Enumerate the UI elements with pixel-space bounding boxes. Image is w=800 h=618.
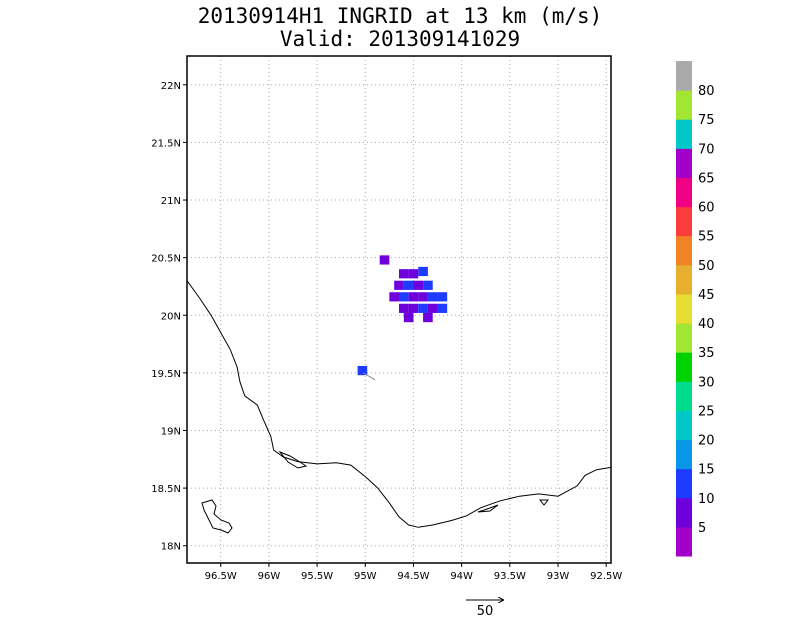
wind-cell — [437, 292, 448, 302]
map-title: 20130914H1 INGRID at 13 km (m/s) — [197, 4, 603, 28]
wind-cell — [379, 255, 390, 265]
colorbar-label: 20 — [698, 434, 715, 449]
colorbar-label: 45 — [698, 288, 715, 303]
wind-cell — [408, 292, 419, 302]
colorbar-label: 40 — [698, 317, 715, 332]
plot-frame — [186, 55, 612, 564]
wind-cell — [394, 280, 404, 290]
wind-speed-cells — [357, 255, 448, 381]
wind-cell — [408, 269, 419, 279]
wind-cell — [418, 266, 428, 277]
latitude-labels: 22N 21.5N 21N 20.5N 20N 19.5N 19N 18.5N 18N — [151, 81, 187, 553]
reference-vector-label: 50 — [477, 604, 494, 618]
colorbar-segment — [676, 497, 692, 528]
lat-label: 20.5N — [151, 254, 181, 265]
wind-cell — [418, 303, 428, 313]
longitude-labels: 96.5W 96W 95.5W 95W 94.5W 94W 93.5W 93W 92.5W — [205, 563, 622, 582]
wind-cell — [418, 292, 428, 302]
colorbar-label: 70 — [698, 142, 715, 157]
lat-label: 20N — [161, 311, 181, 322]
colorbar: 5 10 15 20 25 30 35 40 45 50 55 60 65 70 75 80 — [676, 61, 715, 557]
lon-label: 95W — [354, 571, 377, 582]
map-valid-time: Valid: 201309141029 — [279, 27, 521, 51]
wind-cell — [403, 312, 414, 323]
colorbar-label: 55 — [698, 230, 715, 245]
wind-cell — [408, 303, 419, 313]
colorbar-label: 15 — [698, 463, 715, 478]
wind-cell — [423, 280, 433, 290]
wind-cell — [437, 303, 448, 313]
lon-label: 93W — [547, 571, 570, 582]
colorbar-segment — [676, 235, 692, 266]
wind-cell — [399, 292, 409, 302]
lat-label: 21N — [161, 196, 181, 207]
lon-label: 93.5W — [494, 571, 526, 582]
wind-cell — [423, 312, 433, 323]
colorbar-label: 35 — [698, 346, 715, 361]
colorbar-segment — [676, 148, 692, 178]
wind-cell — [427, 303, 438, 313]
colorbar-label: 25 — [698, 404, 715, 419]
wind-cell — [413, 280, 424, 290]
colorbar-segment — [676, 381, 692, 411]
colorbar-label: 30 — [698, 375, 715, 390]
colorbar-segment — [676, 206, 692, 237]
wind-cell — [403, 280, 414, 290]
lon-label: 94.5W — [397, 571, 429, 582]
wind-cell — [357, 365, 368, 376]
coastline — [187, 280, 611, 528]
colorbar-segment — [676, 119, 692, 149]
wind-cell — [399, 269, 409, 279]
colorbar-label: 75 — [698, 113, 715, 128]
graticule — [187, 56, 611, 563]
colorbar-label: 65 — [698, 171, 715, 186]
lon-label: 96W — [258, 571, 281, 582]
colorbar-segment — [676, 323, 692, 353]
wind-cell — [389, 292, 399, 302]
colorbar-segment — [676, 410, 692, 441]
lat-label: 21.5N — [151, 138, 181, 149]
colorbar-segment — [676, 90, 692, 120]
lat-label: 22N — [161, 81, 181, 92]
colorbar-label: 60 — [698, 201, 715, 216]
colorbar-segment — [676, 468, 692, 499]
colorbar-label: 50 — [698, 259, 715, 274]
lat-label: 19.5N — [151, 369, 181, 380]
lon-label: 94W — [450, 571, 473, 582]
lat-label: 19N — [161, 426, 181, 437]
lon-label: 96.5W — [205, 571, 237, 582]
colorbar-segment — [676, 293, 692, 324]
reference-vector: 50 — [466, 600, 503, 618]
lon-label: 92.5W — [590, 571, 622, 582]
lon-label: 95.5W — [301, 571, 333, 582]
colorbar-label: 10 — [698, 492, 715, 507]
colorbar-segment — [676, 352, 692, 382]
lat-label: 18N — [161, 542, 181, 553]
colorbar-label: 80 — [698, 84, 715, 99]
colorbar-segment — [676, 61, 692, 91]
wind-vector — [363, 372, 376, 381]
wind-cell — [399, 303, 409, 313]
colorbar-label: 5 — [698, 521, 706, 536]
wind-cell — [427, 292, 438, 302]
island-outline — [201, 450, 550, 534]
lat-label: 18.5N — [151, 484, 181, 495]
colorbar-segment — [676, 526, 692, 557]
colorbar-segment — [676, 264, 692, 295]
colorbar-segment — [676, 177, 692, 208]
colorbar-segment — [676, 439, 692, 470]
